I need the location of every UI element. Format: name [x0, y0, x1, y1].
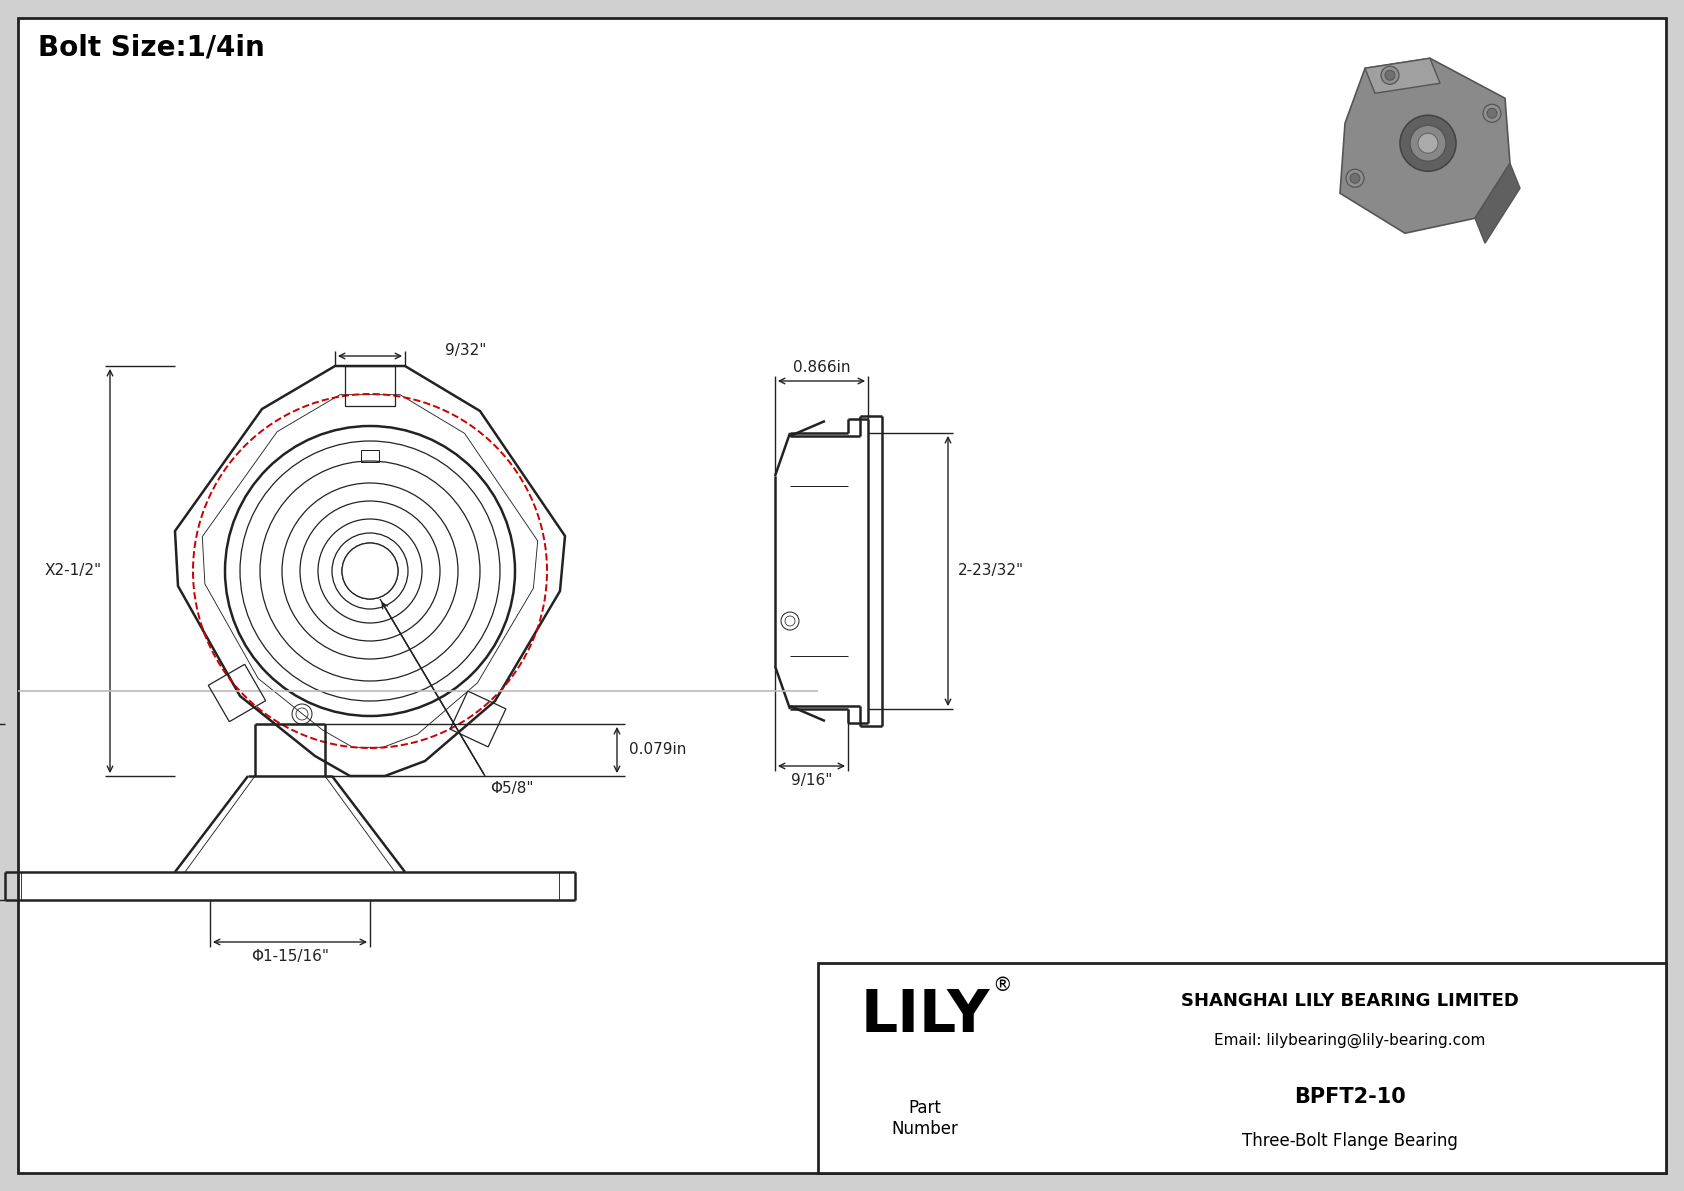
Text: Email: lilybearing@lily-bearing.com: Email: lilybearing@lily-bearing.com — [1214, 1033, 1485, 1048]
Circle shape — [1351, 173, 1361, 183]
Bar — [450, 691, 505, 747]
Polygon shape — [1366, 58, 1440, 93]
Circle shape — [1384, 70, 1394, 80]
Text: 9/32": 9/32" — [445, 343, 487, 358]
Text: 2-23/32": 2-23/32" — [958, 563, 1024, 579]
Bar — [209, 665, 266, 722]
Circle shape — [1484, 105, 1500, 123]
Text: BPFT2-10: BPFT2-10 — [1293, 1087, 1406, 1108]
Circle shape — [1399, 116, 1457, 172]
Bar — [345, 366, 396, 406]
Text: Three-Bolt Flange Bearing: Three-Bolt Flange Bearing — [1241, 1133, 1457, 1151]
Text: 0.079in: 0.079in — [630, 742, 687, 757]
Text: Φ1-15/16": Φ1-15/16" — [251, 948, 328, 964]
Circle shape — [1381, 67, 1399, 85]
Text: Bolt Size:1/4in: Bolt Size:1/4in — [39, 33, 264, 61]
Text: Φ5/8": Φ5/8" — [490, 780, 534, 796]
Polygon shape — [1340, 58, 1511, 233]
Text: 9/16": 9/16" — [791, 773, 832, 787]
Circle shape — [342, 543, 397, 599]
Text: LILY: LILY — [861, 987, 990, 1045]
Circle shape — [1418, 133, 1438, 154]
Text: Χ2-1/2": Χ2-1/2" — [45, 563, 103, 579]
Bar — [360, 450, 379, 462]
Text: 0.866in: 0.866in — [793, 360, 850, 374]
Bar — [818, 964, 1665, 1173]
Circle shape — [1410, 125, 1447, 161]
Polygon shape — [1475, 163, 1521, 243]
Text: ®: ® — [992, 975, 1012, 994]
Circle shape — [1487, 108, 1497, 118]
Text: Part
Number: Part Number — [891, 1099, 958, 1137]
Circle shape — [1346, 169, 1364, 187]
Text: SHANGHAI LILY BEARING LIMITED: SHANGHAI LILY BEARING LIMITED — [1180, 992, 1519, 1010]
